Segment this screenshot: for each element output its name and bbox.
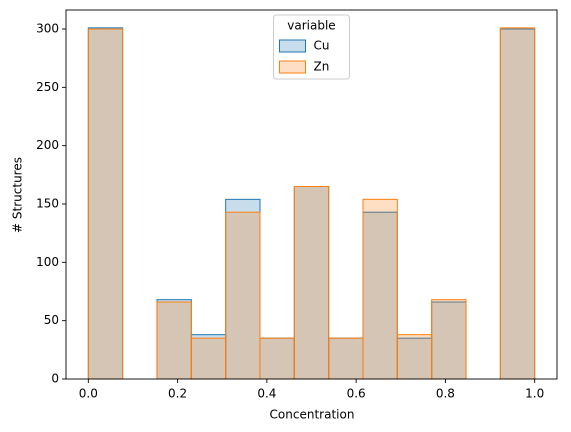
bar bbox=[259, 337, 295, 380]
x-tick-label: 0.8 bbox=[436, 387, 455, 401]
legend-label: Zn bbox=[314, 60, 330, 74]
legend-label: Cu bbox=[314, 39, 330, 53]
y-tick-label: 100 bbox=[36, 255, 59, 269]
y-tick-label: 300 bbox=[36, 22, 59, 36]
x-axis-label: Concentration bbox=[270, 408, 355, 422]
bar bbox=[431, 301, 467, 380]
bar bbox=[431, 299, 467, 380]
y-tick-label: 0 bbox=[51, 372, 59, 386]
x-tick-label: 1.0 bbox=[525, 387, 544, 401]
x-tick-label: 0.2 bbox=[168, 387, 187, 401]
legend-swatch bbox=[279, 39, 306, 53]
x-tick-label: 0.6 bbox=[347, 387, 366, 401]
bar bbox=[499, 27, 536, 380]
bar bbox=[87, 28, 124, 380]
bar bbox=[328, 337, 364, 380]
y-tick-label: 150 bbox=[36, 197, 59, 211]
bar bbox=[190, 337, 227, 380]
y-tick-label: 200 bbox=[36, 138, 59, 152]
legend-title: variable bbox=[287, 19, 335, 33]
y-tick-label: 50 bbox=[44, 313, 59, 327]
bar bbox=[396, 334, 433, 380]
bar bbox=[156, 301, 192, 380]
legend: variable Cu Zn bbox=[273, 14, 350, 80]
bar bbox=[156, 299, 192, 380]
bar bbox=[293, 186, 330, 380]
bar bbox=[87, 27, 124, 380]
plot-frame bbox=[65, 9, 558, 380]
bar bbox=[362, 198, 398, 380]
legend-box bbox=[273, 14, 350, 80]
bar bbox=[225, 211, 261, 380]
x-tick-label: 0.4 bbox=[257, 387, 276, 401]
y-tick-label: 250 bbox=[36, 80, 59, 94]
legend-swatch bbox=[279, 60, 306, 74]
x-tick-label: 0.0 bbox=[79, 387, 98, 401]
y-axis-label: # Structures bbox=[11, 157, 25, 233]
